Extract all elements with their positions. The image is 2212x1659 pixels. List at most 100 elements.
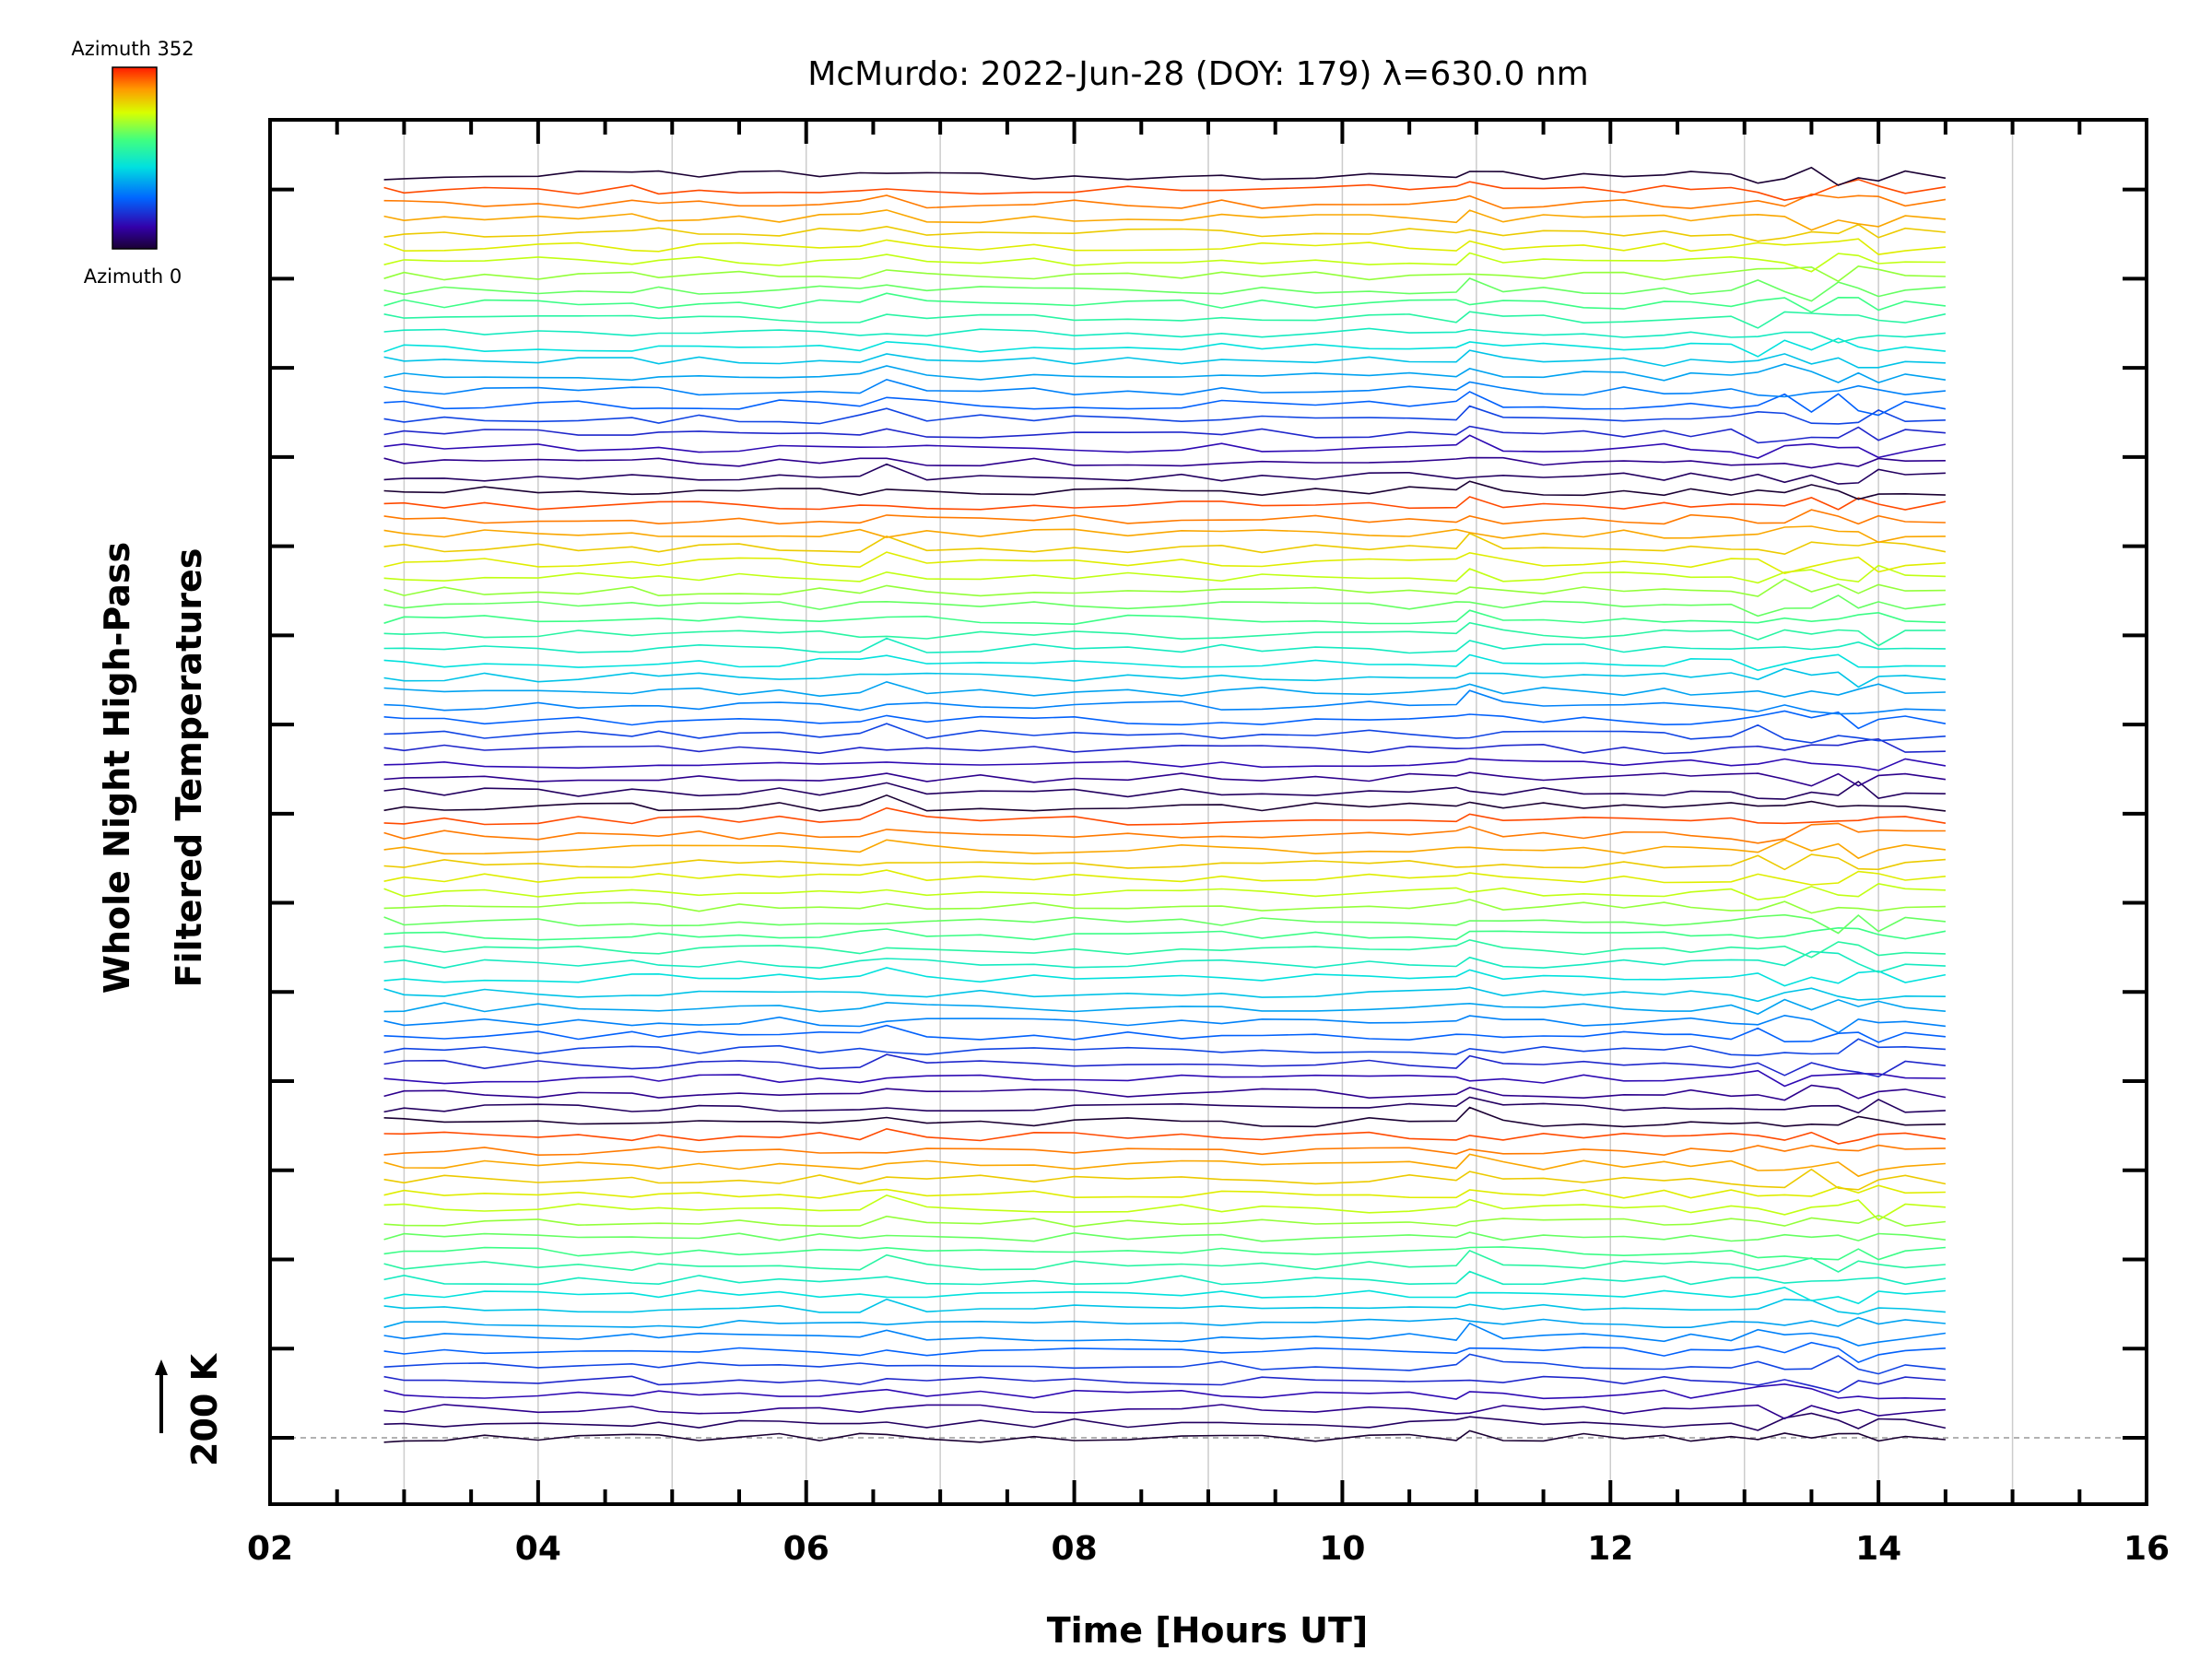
x-axis-label: Time [Hours UT] xyxy=(1047,1610,1369,1651)
trace-azimuth-256 xyxy=(383,509,1946,525)
trace-azimuth-308 xyxy=(383,327,1946,344)
trace-azimuth-236 xyxy=(383,578,1946,597)
trace-azimuth-4 xyxy=(383,1412,1947,1431)
colorbar-top-label: Azimuth 352 xyxy=(71,38,194,60)
trace-azimuth-40 xyxy=(383,1286,1946,1305)
trace-azimuth-108 xyxy=(383,1038,1946,1057)
trace-azimuth-100 xyxy=(383,1069,1946,1088)
trace-azimuth-204 xyxy=(383,689,1946,715)
trace-azimuth-92 xyxy=(383,1096,1946,1114)
trace-azimuth-176 xyxy=(383,794,1946,812)
trace-azimuth-8 xyxy=(383,1404,1946,1420)
trace-azimuth-32 xyxy=(383,1316,1946,1329)
trace-azimuth-68 xyxy=(383,1184,1946,1199)
trace-azimuth-216 xyxy=(383,653,1946,672)
scale-arrow-head xyxy=(155,1359,168,1375)
trace-azimuth-160 xyxy=(383,853,1946,871)
trace-azimuth-196 xyxy=(383,723,1946,744)
trace-azimuth-320 xyxy=(383,277,1946,302)
trace-azimuth-148 xyxy=(383,899,1946,914)
trace-azimuth-284 xyxy=(383,405,1946,425)
trace-azimuth-88 xyxy=(383,1106,1946,1128)
x-tick-label-08: 08 xyxy=(1052,1530,1098,1568)
x-tick-label-02: 02 xyxy=(247,1530,293,1568)
trace-azimuth-124 xyxy=(383,986,1946,1003)
trace-azimuth-140 xyxy=(383,926,1947,941)
trace-azimuth-156 xyxy=(383,869,1946,886)
trace-azimuth-272 xyxy=(383,456,1946,469)
x-tick-label-16: 16 xyxy=(2124,1530,2170,1568)
trace-azimuth-192 xyxy=(383,737,1946,755)
trace-azimuth-352 xyxy=(383,166,1947,186)
trace-azimuth-200 xyxy=(383,710,1947,730)
trace-azimuth-104 xyxy=(383,1053,1946,1078)
trace-azimuth-28 xyxy=(383,1322,1947,1347)
trace-azimuth-240 xyxy=(383,564,1946,584)
y-axis-label-line2: Filtered Temperatures xyxy=(169,548,209,988)
trace-azimuth-84 xyxy=(383,1127,1947,1145)
trace-azimuth-224 xyxy=(383,621,1946,647)
trace-azimuth-16 xyxy=(383,1375,1946,1394)
trace-azimuth-300 xyxy=(383,349,1946,369)
y-axis-label-line1: Whole Night High-Pass xyxy=(97,542,137,994)
trace-azimuth-64 xyxy=(383,1194,1946,1221)
trace-azimuth-288 xyxy=(383,391,1947,417)
x-tick-label-10: 10 xyxy=(1319,1530,1365,1568)
trace-azimuth-24 xyxy=(383,1341,1946,1363)
colorbar-gradient xyxy=(112,66,158,250)
trace-azimuth-348 xyxy=(383,178,1947,202)
trace-azimuth-12 xyxy=(383,1382,1946,1400)
trace-azimuth-276 xyxy=(383,434,1947,459)
trace-azimuth-220 xyxy=(383,637,1946,654)
x-tick-label-06: 06 xyxy=(783,1530,830,1568)
axis-ticks xyxy=(268,120,2148,1504)
trace-azimuth-312 xyxy=(383,311,1947,329)
trace-azimuth-132 xyxy=(383,950,1946,973)
trace-azimuth-324 xyxy=(383,265,1946,283)
chart-title: McMurdo: 2022-Jun-28 (DOY: 179) λ=630.0 … xyxy=(807,55,1588,93)
trace-azimuth-268 xyxy=(383,463,1946,485)
trace-azimuth-252 xyxy=(383,525,1946,544)
trace-azimuth-120 xyxy=(383,998,1946,1016)
trace-azimuth-248 xyxy=(383,532,1947,556)
temperature-traces xyxy=(383,166,1947,1443)
trace-azimuth-228 xyxy=(383,609,1946,626)
trace-azimuth-72 xyxy=(383,1168,1947,1191)
trace-azimuth-336 xyxy=(383,223,1946,242)
vertical-gridlines xyxy=(403,120,2014,1504)
trace-azimuth-304 xyxy=(383,337,1946,358)
trace-azimuth-112 xyxy=(383,1024,1946,1043)
x-tick-labels: 02 04 06 08 10 12 14 16 xyxy=(247,1530,2170,1568)
trace-azimuth-232 xyxy=(383,594,1946,618)
trace-azimuth-144 xyxy=(383,913,1946,935)
trace-azimuth-116 xyxy=(383,1014,1946,1034)
x-tick-label-12: 12 xyxy=(1587,1530,1633,1568)
x-tick-label-14: 14 xyxy=(1855,1530,1901,1568)
trace-azimuth-188 xyxy=(383,758,1947,771)
trace-azimuth-172 xyxy=(383,806,1947,826)
trace-azimuth-332 xyxy=(383,238,1946,255)
trace-azimuth-152 xyxy=(383,882,1946,900)
trace-azimuth-212 xyxy=(383,667,1946,688)
trace-azimuth-0 xyxy=(383,1430,1946,1443)
trace-azimuth-52 xyxy=(383,1246,1946,1261)
scale-indicator: 200 K xyxy=(155,1352,225,1466)
trace-azimuth-180 xyxy=(383,780,1946,800)
trace-azimuth-340 xyxy=(383,209,1946,231)
trace-azimuth-56 xyxy=(383,1231,1946,1242)
trace-azimuth-296 xyxy=(383,363,1947,383)
trace-azimuth-184 xyxy=(383,771,1947,787)
trace-azimuth-168 xyxy=(383,822,1946,844)
trace-azimuth-292 xyxy=(383,378,1946,398)
trace-azimuth-344 xyxy=(383,193,1947,209)
colorbar: Azimuth 352 Azimuth 0 xyxy=(71,38,194,288)
trace-azimuth-36 xyxy=(383,1298,1946,1315)
trace-azimuth-80 xyxy=(383,1144,1946,1157)
trace-azimuth-20 xyxy=(383,1353,1946,1375)
trace-azimuth-208 xyxy=(383,680,1946,698)
trace-azimuth-328 xyxy=(383,252,1946,273)
trace-azimuth-96 xyxy=(383,1084,1947,1101)
trace-azimuth-264 xyxy=(383,480,1946,500)
trace-azimuth-260 xyxy=(383,496,1947,511)
